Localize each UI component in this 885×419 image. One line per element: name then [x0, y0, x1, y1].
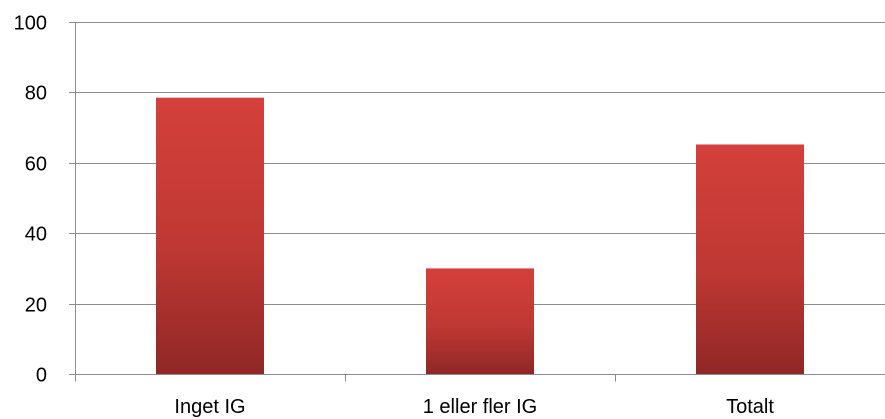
y-tick-label-40: 40 [25, 224, 47, 246]
tick-labels: 0 20 40 60 80 100 Inget IG 1 eller fler IG Total… [14, 13, 775, 419]
bar-1-eller-fler-ig [426, 268, 534, 374]
y-tick-label-60: 60 [25, 154, 47, 176]
y-tick-label-20: 20 [25, 295, 47, 317]
bar-inget-ig [156, 97, 264, 375]
bar-totalt [696, 144, 804, 374]
y-tick-label-100: 100 [14, 13, 47, 35]
x-tick-label-inget-ig: Inget IG [174, 396, 245, 418]
bars [156, 97, 804, 375]
axes [69, 22, 885, 382]
x-tick-label-1-eller-fler-ig: 1 eller fler IG [423, 396, 537, 418]
y-tick-label-0: 0 [36, 365, 47, 387]
y-tick-label-80: 80 [25, 83, 47, 105]
x-tick-label-totalt: Totalt [726, 396, 774, 418]
